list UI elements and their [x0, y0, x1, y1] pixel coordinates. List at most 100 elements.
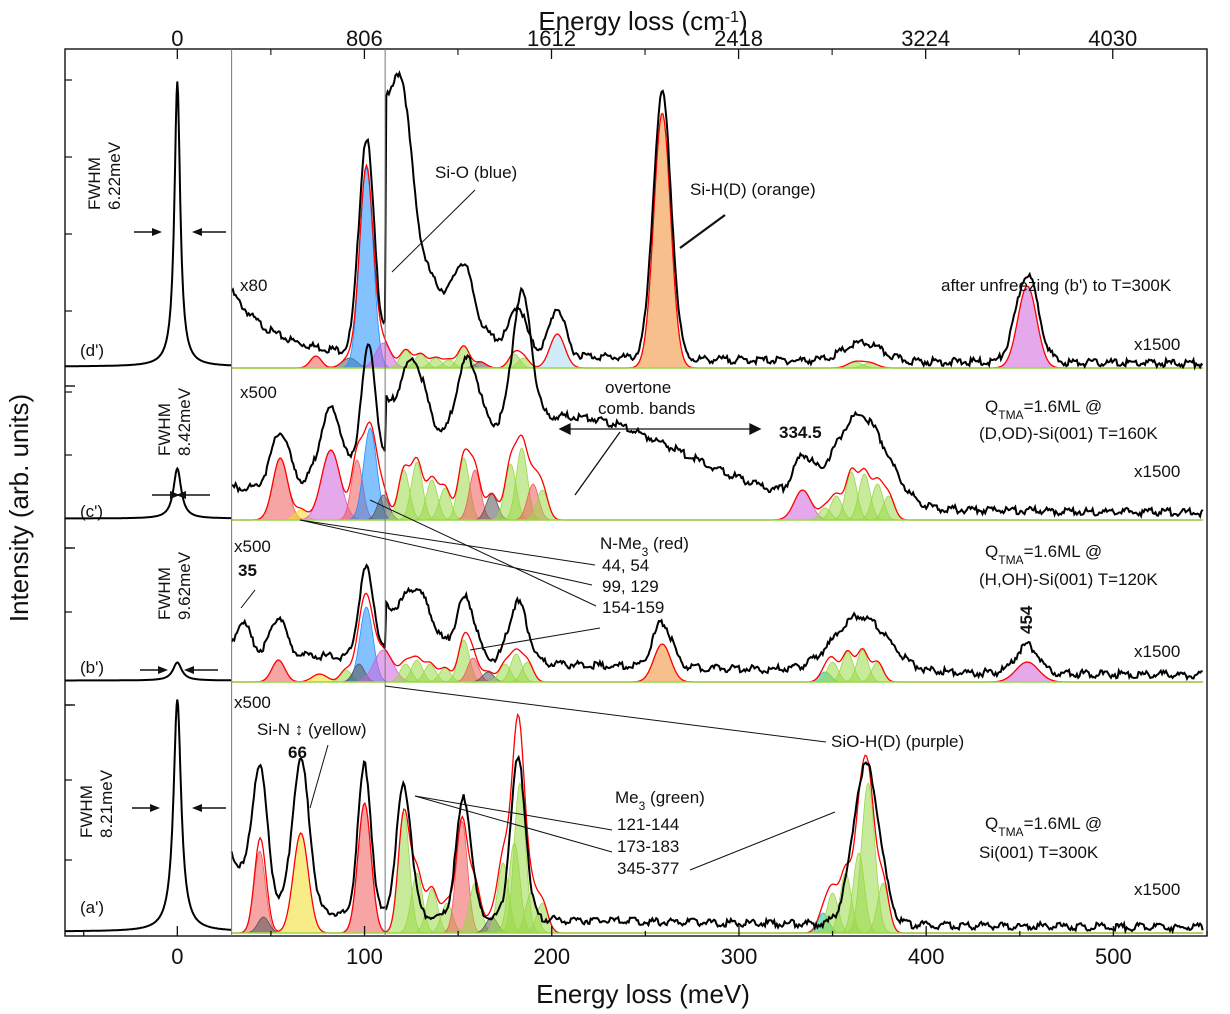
bottom-axis: 0 100 200 300 400 500 — [83, 926, 1208, 969]
fit-component — [628, 111, 697, 369]
leader-line-0 — [391, 189, 476, 273]
condition-b-1: QTMA=1.6ML @ — [985, 542, 1102, 567]
measured-spectra — [65, 69, 1204, 935]
condition-c-1: QTMA=1.6ML @ — [985, 397, 1102, 422]
top-axis-title: Energy loss (cm-1) — [538, 6, 747, 36]
gain-high-a: x1500 — [1134, 880, 1180, 899]
condition-d: after unfreezing (b') to T=300K — [941, 276, 1172, 295]
fit-component — [252, 659, 305, 683]
fwhm-label-c-2: 8.42meV — [175, 387, 194, 456]
annotation-si-hd: Si-H(D) (orange) — [690, 180, 816, 199]
annotation-overtone-2: comb. bands — [598, 399, 695, 418]
plot-frame — [64, 48, 1208, 937]
gain-low-c: x500 — [240, 383, 277, 402]
panel-label-d: (d') — [80, 341, 104, 360]
condition-c-2: (D,OD)-Si(001) T=160K — [979, 424, 1158, 443]
fit-component — [293, 355, 339, 369]
annotation-si-o: Si-O (blue) — [435, 163, 517, 182]
elastic-peak — [65, 661, 232, 682]
fwhm-arrowhead-right — [184, 666, 194, 674]
leader-line-4 — [469, 627, 601, 651]
vertical-guides — [231, 49, 386, 936]
leader-line-8 — [414, 795, 613, 831]
fwhm-label-a-2: 8.21meV — [97, 769, 116, 838]
top-tick-label: 0 — [171, 26, 183, 51]
fwhm-label-d-1: FWHM — [85, 157, 104, 210]
top-tick-label: 1612 — [527, 26, 576, 51]
annotation-peak-334: 334.5 — [779, 423, 822, 442]
bottom-tick-label: 200 — [533, 944, 570, 969]
measured-spectrum — [231, 286, 1204, 520]
gain-high-c: x1500 — [1134, 462, 1180, 481]
top-axis: 0 806 1612 2418 3224 4030 — [171, 26, 1137, 59]
bottom-tick-label: 0 — [171, 944, 183, 969]
fit-component — [527, 333, 588, 369]
leader-line-7 — [309, 744, 329, 809]
fwhm-label-b-1: FWHM — [155, 567, 174, 620]
top-tick-label: 2418 — [714, 26, 763, 51]
annotation-me3: Me3 (green) — [615, 788, 705, 813]
fwhm-label-b-2: 9.62meV — [175, 551, 194, 620]
elastic-peak — [65, 466, 232, 520]
fwhm-label-c-1: FWHM — [155, 403, 174, 456]
fwhm-arrowhead-right — [192, 228, 202, 236]
panel-label-a: (a') — [80, 898, 104, 917]
left-axis — [65, 79, 226, 861]
leader-line-10 — [689, 811, 836, 871]
annotation-n-me3-v3: 154-159 — [602, 598, 664, 617]
leader-line-3 — [369, 499, 597, 607]
elastic-peak — [65, 81, 232, 368]
annotation-n-me3-v2: 99, 129 — [602, 577, 659, 596]
elastic-peak — [65, 699, 232, 933]
annotation-leaders — [240, 189, 836, 871]
si-hd-leader — [679, 214, 726, 249]
fwhm-arrowhead-left — [150, 804, 160, 812]
fwhm-arrowhead-right — [192, 804, 202, 812]
annotation-peak-454: 454 — [1017, 605, 1036, 634]
bottom-tick-label: 500 — [1095, 944, 1132, 969]
fit-component — [270, 832, 331, 934]
fwhm-arrowhead-left — [170, 491, 180, 499]
leader-line-5 — [384, 685, 827, 743]
bottom-tick-label: 400 — [908, 944, 945, 969]
leader-line-9 — [414, 795, 613, 853]
gain-low-b: x500 — [234, 537, 271, 556]
top-tick-label: 806 — [346, 26, 383, 51]
leader-line-2 — [299, 519, 593, 586]
top-tick-label: 3224 — [901, 26, 950, 51]
condition-b-2: (H,OH)-Si(001) T=120K — [979, 570, 1158, 589]
fwhm-arrowhead-left — [158, 666, 168, 674]
fwhm-label-d-2: 6.22meV — [105, 141, 124, 210]
fwhm-arrowhead-left — [152, 228, 162, 236]
annotation-peak-35: 35 — [238, 561, 257, 580]
fwhm-label-a-1: FWHM — [77, 785, 96, 838]
panel-dividers — [65, 385, 75, 706]
fit-envelopes — [231, 113, 1204, 934]
annotation-me3-v1: 121-144 — [617, 815, 679, 834]
measured-spectrum — [230, 754, 1204, 935]
panel-label-c: (c') — [80, 502, 103, 521]
annotation-n-me3: N-Me3 (red) — [600, 534, 689, 559]
bottom-axis-title: Energy loss (meV) — [536, 979, 750, 1009]
annotation-sio-hd: SiO-H(D) (purple) — [831, 732, 964, 751]
gain-low-a: x500 — [234, 693, 271, 712]
fwhm-arrowhead-right — [176, 491, 186, 499]
fit-component — [338, 802, 391, 934]
annotation-me3-v2: 173-183 — [617, 837, 679, 856]
gain-high-d: x1500 — [1134, 335, 1180, 354]
gain-high-b: x1500 — [1134, 642, 1180, 661]
measured-spectrum — [230, 563, 1203, 682]
leader-line-1 — [299, 519, 596, 566]
annotation-si-n: Si-N ↕ (yellow) — [257, 720, 367, 739]
annotation-n-me3-v1: 44, 54 — [602, 556, 649, 575]
y-axis-title: Intensity (arb. units) — [4, 394, 34, 622]
condition-a-2: Si(001) T=300K — [979, 843, 1099, 862]
leader-line-6 — [240, 589, 256, 609]
bottom-tick-label: 100 — [346, 944, 383, 969]
annotation-me3-v3: 345-377 — [617, 859, 679, 878]
fit-components — [237, 111, 1073, 934]
measured-spectrum — [230, 69, 1204, 371]
panel-label-b: (b') — [80, 658, 104, 677]
annotation-overtone-1: overtone — [605, 378, 671, 397]
